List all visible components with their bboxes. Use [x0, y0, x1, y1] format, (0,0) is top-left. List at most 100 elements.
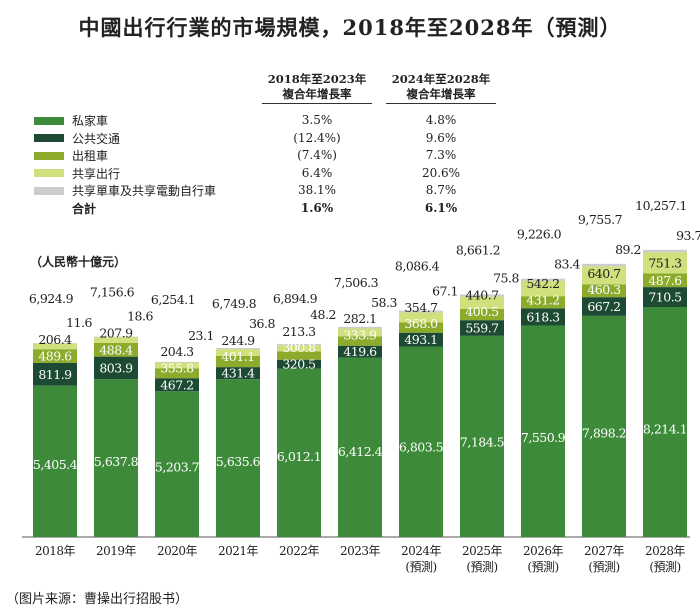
x-tick-label: 2026年 — [523, 544, 564, 558]
total-label: 9,226.0 — [517, 227, 562, 242]
data-label: 207.9 — [99, 326, 133, 341]
source-footnote: （图片来源：曹操出行招股书） — [6, 592, 189, 607]
data-label-bike: 48.2 — [310, 307, 336, 322]
cagr-header-line: 2018年至2023年 — [267, 72, 367, 86]
bar-segment-4 — [582, 263, 626, 267]
bar-segment-3 — [216, 349, 260, 356]
bar-segment-2 — [33, 349, 77, 363]
data-label: 213.3 — [282, 324, 316, 339]
data-label-bike: 58.3 — [371, 295, 397, 310]
data-label: 803.9 — [99, 360, 133, 375]
legend-label: 共享出行 — [72, 166, 121, 181]
bar-segment-1 — [643, 287, 687, 308]
bar-segment-3 — [338, 328, 382, 337]
bar-segment-4 — [94, 336, 138, 338]
bar-segment-0 — [338, 357, 382, 537]
data-label-bike: 89.2 — [615, 242, 641, 257]
x-tick-label: 2027年 — [584, 544, 625, 558]
data-label: 400.5 — [465, 304, 498, 319]
total-label: 10,257.1 — [635, 198, 687, 213]
cagr-header-2024-2028: 2024年至2028年 複合年增長率 — [386, 72, 496, 104]
bar-segment-0 — [277, 368, 321, 537]
data-label: 206.4 — [38, 332, 72, 347]
bar-segment-3 — [155, 362, 199, 369]
data-label: 640.7 — [587, 266, 621, 281]
data-label: 5,635.6 — [216, 454, 261, 469]
unit-label: （人民幣十億元） — [30, 255, 127, 269]
bar-segment-0 — [643, 307, 687, 537]
data-label: 440.7 — [465, 287, 499, 302]
cagr-value: 4.8% — [425, 113, 457, 127]
cagr-value: 7.3% — [425, 148, 457, 162]
forecast-note: (預測) — [405, 560, 436, 574]
data-label: 7,898.2 — [582, 425, 626, 440]
data-label: 5,203.7 — [155, 459, 200, 474]
data-label: 667.2 — [587, 299, 620, 314]
x-tick-label: 2020年 — [157, 544, 198, 558]
data-label-bike: 23.1 — [188, 328, 214, 343]
x-tick-label: 2022年 — [279, 544, 320, 558]
data-label: 320.5 — [282, 357, 315, 372]
bar-segment-4 — [521, 278, 565, 282]
data-label: 355.8 — [160, 361, 194, 376]
total-label: 6,254.1 — [151, 292, 195, 307]
data-label: 618.3 — [526, 309, 560, 324]
forecast-note: (預測) — [527, 560, 558, 574]
bar-segment-4 — [155, 361, 199, 363]
data-label: 282.1 — [343, 311, 376, 326]
bar-segment-0 — [94, 379, 138, 537]
bar-segment-0 — [399, 346, 443, 537]
bar-segment-3 — [521, 281, 565, 297]
total-label: 8,086.4 — [395, 259, 440, 274]
data-label: 333.9 — [343, 328, 377, 343]
total-label: 7,156.6 — [90, 285, 135, 300]
legend-swatch — [34, 116, 64, 125]
x-tick-label: 2019年 — [96, 544, 137, 558]
legend-item: 公共交通 — [34, 130, 120, 147]
x-tick-label: 2024年 — [401, 544, 442, 558]
data-label: 5,637.8 — [94, 454, 139, 469]
cagr-value: 6.4% — [301, 165, 333, 180]
total-label: 合計 — [72, 201, 97, 216]
data-label: 487.6 — [648, 273, 682, 288]
data-label: 401.1 — [221, 349, 254, 364]
data-label: 7,550.9 — [521, 430, 566, 445]
x-tick-label: 2023年 — [340, 544, 381, 558]
data-label: 5,405.4 — [33, 457, 78, 472]
bar-segment-4 — [338, 326, 382, 329]
cagr-value: 38.1% — [297, 183, 337, 197]
data-label: 6,412.4 — [338, 444, 383, 459]
bar-segment-1 — [521, 308, 565, 326]
data-label: 710.5 — [648, 290, 681, 305]
total-label: 6,924.9 — [29, 291, 74, 306]
data-label: 244.9 — [221, 333, 255, 348]
bar-segment-2 — [521, 296, 565, 309]
data-label: 431.4 — [221, 366, 255, 381]
data-label: 6,012.1 — [277, 449, 321, 464]
bar-segment-2 — [643, 273, 687, 288]
data-label-bike: 93.7 — [676, 228, 700, 243]
total-label: 6,894.9 — [273, 291, 318, 306]
bar-segment-0 — [155, 391, 199, 537]
data-label: 493.1 — [404, 332, 437, 347]
data-label-bike: 75.8 — [493, 270, 519, 285]
bar-segment-4 — [399, 310, 443, 313]
bar-segment-2 — [277, 351, 321, 360]
cagr-header-2018-2023: 2018年至2023年 複合年增長率 — [262, 72, 372, 104]
bar-segment-1 — [33, 362, 77, 386]
cagr-value: 20.6% — [421, 165, 461, 180]
data-label-bike: 11.6 — [66, 315, 92, 330]
total-cagr-value: 1.6% — [300, 200, 334, 215]
legend-label: 私家車 — [72, 114, 109, 128]
forecast-note: (預測) — [649, 560, 680, 574]
data-label: 419.6 — [343, 344, 377, 359]
data-label: 542.2 — [526, 276, 559, 291]
bar-segment-1 — [460, 320, 504, 336]
legend-item: 出租車 — [34, 147, 108, 164]
data-label: 431.2 — [526, 293, 559, 308]
bar-segment-2 — [216, 355, 260, 368]
data-label-bike: 36.8 — [249, 316, 275, 331]
cagr-header-line: 複合年增長率 — [282, 87, 352, 101]
data-label: 8,214.1 — [643, 422, 687, 437]
